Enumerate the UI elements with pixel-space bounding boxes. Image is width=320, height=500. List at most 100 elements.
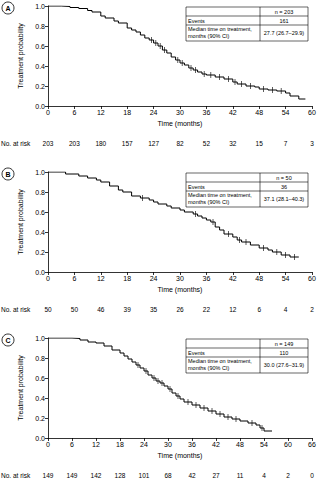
svg-text:18: 18 (116, 441, 124, 448)
svg-text:42: 42 (188, 472, 196, 479)
svg-text:50: 50 (44, 306, 52, 313)
svg-text:46: 46 (97, 306, 105, 313)
svg-text:203: 203 (43, 140, 54, 147)
svg-text:12: 12 (229, 306, 237, 313)
svg-text:24: 24 (150, 275, 158, 282)
svg-text:months (90% CI): months (90% CI) (188, 199, 229, 205)
svg-text:Median time on treatment,: Median time on treatment, (188, 26, 252, 32)
svg-text:36: 36 (203, 275, 211, 282)
svg-text:Median time on treatment,: Median time on treatment, (188, 192, 252, 198)
svg-text:12: 12 (97, 109, 105, 116)
svg-text:0.6: 0.6 (35, 375, 45, 382)
svg-text:30: 30 (164, 441, 172, 448)
svg-text:30: 30 (176, 109, 184, 116)
svg-text:4: 4 (284, 306, 288, 313)
svg-text:7: 7 (284, 140, 288, 147)
svg-text:0.0: 0.0 (35, 269, 45, 276)
svg-text:1.0: 1.0 (35, 169, 45, 176)
svg-text:127: 127 (148, 140, 159, 147)
svg-text:27: 27 (212, 472, 220, 479)
svg-text:0: 0 (46, 275, 50, 282)
svg-text:No. at risk: No. at risk (1, 472, 31, 479)
svg-text:0.0: 0.0 (35, 103, 45, 110)
svg-text:No. at risk: No. at risk (1, 306, 31, 313)
svg-text:months (90% CI): months (90% CI) (188, 365, 229, 371)
svg-text:6: 6 (257, 306, 261, 313)
svg-text:180: 180 (95, 140, 106, 147)
svg-text:48: 48 (236, 441, 244, 448)
svg-text:68: 68 (164, 472, 172, 479)
svg-text:Events: Events (188, 184, 205, 190)
svg-text:37.1 (28.1–40.3): 37.1 (28.1–40.3) (264, 196, 305, 202)
svg-text:Events: Events (188, 350, 205, 356)
svg-text:0.2: 0.2 (35, 83, 45, 90)
svg-text:0.4: 0.4 (35, 395, 45, 402)
svg-text:54: 54 (282, 275, 290, 282)
svg-text:203: 203 (69, 140, 80, 147)
svg-text:24: 24 (140, 441, 148, 448)
svg-text:6: 6 (70, 441, 74, 448)
svg-text:6: 6 (72, 275, 76, 282)
svg-text:18: 18 (123, 109, 131, 116)
svg-text:n = 50: n = 50 (276, 175, 291, 181)
svg-text:0.4: 0.4 (35, 229, 45, 236)
svg-text:142: 142 (91, 472, 102, 479)
svg-text:0.0: 0.0 (35, 435, 45, 442)
svg-text:35: 35 (150, 306, 158, 313)
svg-text:n = 149: n = 149 (275, 341, 294, 347)
svg-text:149: 149 (43, 472, 54, 479)
svg-text:0.2: 0.2 (35, 249, 45, 256)
svg-text:39: 39 (124, 306, 132, 313)
svg-text:12: 12 (92, 441, 100, 448)
svg-text:32: 32 (229, 140, 237, 147)
svg-text:101: 101 (139, 472, 150, 479)
svg-text:n = 203: n = 203 (275, 9, 294, 15)
svg-text:42: 42 (229, 109, 237, 116)
svg-text:0: 0 (310, 472, 314, 479)
svg-text:60: 60 (308, 275, 316, 282)
svg-text:6: 6 (72, 109, 76, 116)
svg-text:149: 149 (67, 472, 78, 479)
svg-text:3: 3 (310, 140, 314, 147)
svg-text:60: 60 (308, 109, 316, 116)
svg-text:0.6: 0.6 (35, 209, 45, 216)
svg-text:42: 42 (229, 275, 237, 282)
svg-text:36: 36 (281, 184, 287, 190)
svg-text:157: 157 (122, 140, 133, 147)
svg-text:B: B (5, 171, 10, 178)
svg-text:30.0 (27.6–31.9): 30.0 (27.6–31.9) (264, 362, 305, 368)
svg-text:54: 54 (282, 109, 290, 116)
svg-text:128: 128 (115, 472, 126, 479)
svg-text:48: 48 (255, 275, 263, 282)
svg-text:54: 54 (260, 441, 268, 448)
svg-text:2: 2 (286, 472, 290, 479)
svg-text:0.8: 0.8 (35, 355, 45, 362)
svg-text:A: A (5, 5, 10, 12)
svg-text:0: 0 (46, 441, 50, 448)
svg-text:24: 24 (150, 109, 158, 116)
svg-text:30: 30 (176, 275, 184, 282)
svg-text:2: 2 (310, 306, 314, 313)
svg-text:0.2: 0.2 (35, 415, 45, 422)
svg-text:1.0: 1.0 (35, 3, 45, 10)
svg-text:52: 52 (203, 140, 211, 147)
svg-text:C: C (5, 337, 10, 344)
svg-text:12: 12 (97, 275, 105, 282)
svg-text:161: 161 (279, 18, 288, 24)
svg-text:Treatment probability: Treatment probability (17, 189, 25, 255)
svg-text:Time (months): Time (months) (158, 452, 203, 460)
svg-text:0: 0 (46, 109, 50, 116)
svg-text:Treatment probability: Treatment probability (17, 355, 25, 421)
svg-text:Treatment probability: Treatment probability (17, 23, 25, 89)
svg-text:1.0: 1.0 (35, 335, 45, 342)
svg-text:42: 42 (212, 441, 220, 448)
svg-text:27.7 (26.7–29.9): 27.7 (26.7–29.9) (264, 30, 305, 36)
svg-text:0.4: 0.4 (35, 63, 45, 70)
svg-text:0.8: 0.8 (35, 23, 45, 30)
svg-text:26: 26 (176, 306, 184, 313)
svg-text:Median time on treatment,: Median time on treatment, (188, 358, 252, 364)
svg-text:0.6: 0.6 (35, 43, 45, 50)
svg-text:months (90% CI): months (90% CI) (188, 33, 229, 39)
svg-text:50: 50 (71, 306, 79, 313)
svg-text:82: 82 (176, 140, 184, 147)
